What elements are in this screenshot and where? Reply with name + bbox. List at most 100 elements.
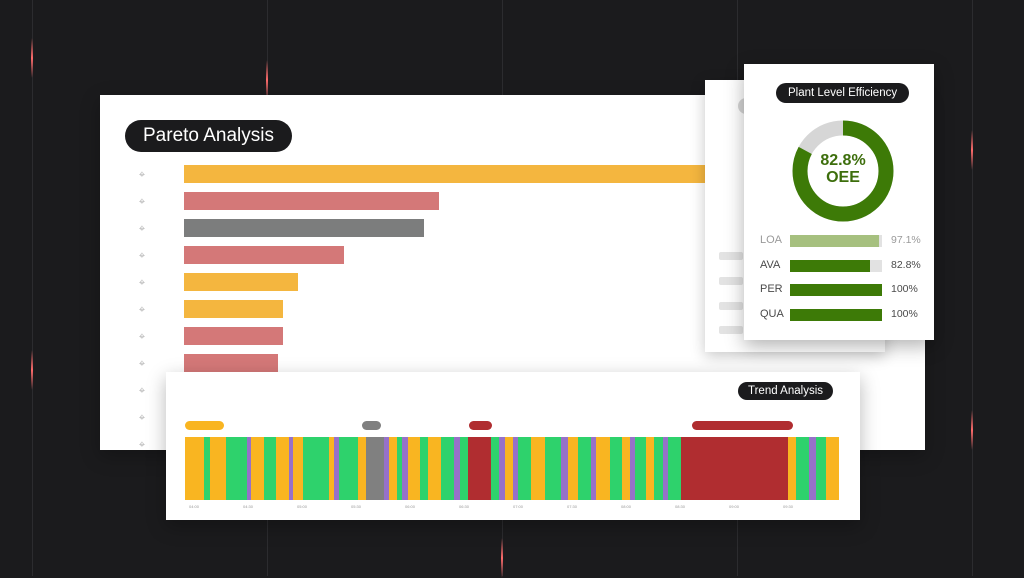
trend-segment (499, 437, 506, 500)
metric-bar-track (790, 235, 882, 247)
trend-segment (419, 437, 429, 500)
crosshair-icon: ⌖ (138, 223, 146, 235)
pareto-bar (184, 165, 744, 183)
metric-bar-track (790, 308, 882, 321)
trend-segment (358, 437, 367, 500)
pareto-bar (184, 354, 279, 372)
pareto-bar (184, 219, 424, 237)
trend-tick-label: 05:00 (297, 504, 308, 509)
metric-name: QUA (760, 307, 784, 320)
trend-segment (303, 437, 330, 500)
oee-donut-chart (792, 120, 894, 222)
trend-segment (459, 437, 469, 500)
trend-segment (787, 437, 797, 500)
crosshair-icon: ⌖ (138, 439, 146, 450)
trend-segment (544, 437, 562, 500)
trend-segment (531, 437, 546, 500)
metric-value: 97.1% (891, 234, 921, 246)
trend-tick-label: 04:30 (243, 504, 254, 509)
trend-segment (518, 437, 532, 500)
trend-event-marker (361, 421, 382, 430)
trend-segment (226, 437, 247, 500)
trend-segment (402, 437, 409, 500)
trend-segment (609, 437, 623, 500)
trend-segment (560, 437, 568, 500)
oee-value: 82.8% (820, 152, 866, 169)
trend-segment (407, 437, 421, 500)
metric-bar-fill (790, 284, 882, 296)
oee-label: OEE (826, 169, 860, 186)
trend-segment (293, 437, 304, 500)
oee-readout: 82.8% OEE (791, 152, 895, 186)
metric-bar-fill (790, 235, 880, 247)
trend-tick-label: 04:00 (189, 504, 200, 509)
metric-name: AVA (760, 258, 781, 271)
trend-title: Trend Analysis (738, 382, 833, 400)
pareto-title: Pareto Analysis (125, 120, 292, 152)
trend-segment (621, 437, 631, 500)
trend-event-marker (185, 421, 225, 430)
pareto-bar (184, 300, 284, 318)
trend-segment (396, 437, 403, 500)
trend-segment (680, 437, 788, 500)
trend-segment (339, 437, 359, 500)
metric-bar-track (790, 284, 882, 296)
trend-tick-label: 07:30 (567, 504, 578, 509)
metric-value: 100% (891, 283, 918, 295)
trend-segment (491, 437, 500, 500)
crosshair-icon: ⌖ (138, 358, 146, 370)
trend-segment (441, 437, 455, 500)
trend-segment (250, 437, 265, 500)
crosshair-icon: ⌖ (138, 304, 146, 316)
trend-segment (383, 437, 390, 500)
trend-segment (645, 437, 655, 500)
trend-segment (504, 437, 514, 500)
pareto-bar (184, 327, 284, 345)
crosshair-icon: ⌖ (138, 277, 146, 289)
efficiency-title: Plant Level Efficiency (776, 83, 910, 103)
trend-segment (596, 437, 611, 500)
metric-value: 82.8% (891, 258, 921, 271)
trend-segment (668, 437, 681, 500)
metric-name: PER (760, 283, 783, 295)
trend-segment (454, 437, 461, 500)
metric-name: LOA (760, 234, 783, 246)
trend-tick-label: 05:30 (351, 504, 362, 509)
trend-segment (635, 437, 647, 500)
trend-tick-label: 06:30 (459, 504, 470, 509)
trend-tick-label: 09:30 (783, 504, 794, 509)
trend-event-marker (691, 421, 794, 430)
trend-segment (512, 437, 519, 500)
trend-segment (210, 437, 227, 500)
trend-segment (185, 437, 205, 500)
trend-segment (427, 437, 442, 500)
trend-segment (577, 437, 592, 500)
trend-segment (795, 437, 810, 500)
placeholder-line (719, 252, 743, 260)
trend-segment (825, 437, 840, 500)
trend-event-marker (469, 421, 493, 430)
trend-segment (203, 437, 211, 500)
placeholder-line (719, 277, 743, 285)
trend-tick-label: 09:00 (729, 504, 740, 509)
trend-segment (653, 437, 664, 500)
trend-segment (388, 437, 398, 500)
trend-segment (567, 437, 579, 500)
crosshair-icon: ⌖ (138, 331, 146, 343)
trend-timeline (185, 437, 840, 500)
placeholder-line (719, 326, 743, 334)
trend-segment (629, 437, 636, 500)
crosshair-icon: ⌖ (138, 250, 146, 262)
oee-donut-arc (792, 120, 894, 222)
trend-segment (590, 437, 597, 500)
trend-segment (246, 437, 252, 500)
crosshair-icon: ⌖ (138, 385, 146, 397)
plant-efficiency-card: Plant Level Efficiency 82.8% OEE LOA 97.1… (744, 64, 934, 340)
trend-segment (808, 437, 817, 500)
trend-segment (467, 437, 492, 500)
pareto-bar (184, 192, 439, 210)
trend-tick-label: 06:00 (405, 504, 416, 509)
trend-segment (263, 437, 277, 500)
trend-segment (663, 437, 669, 500)
trend-segment (289, 437, 294, 500)
